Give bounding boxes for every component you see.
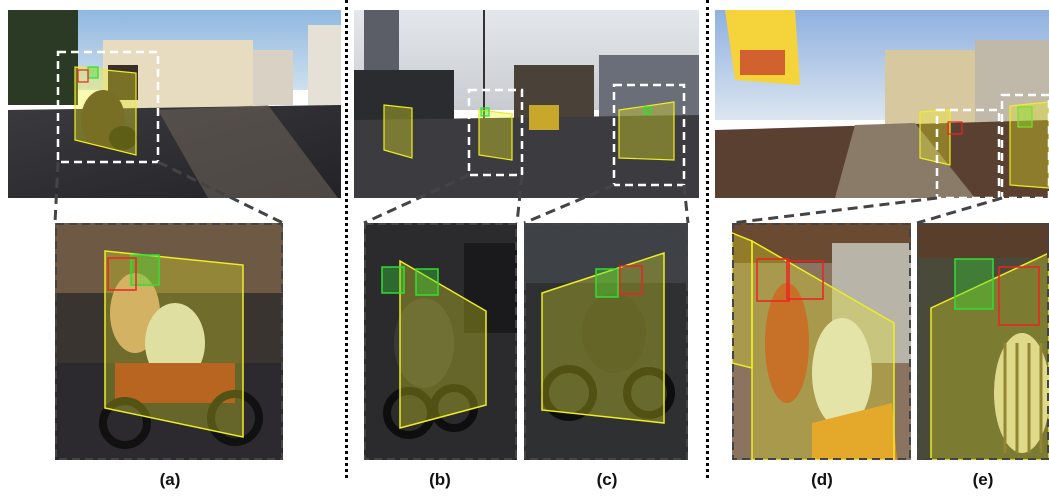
scene-bc-photo bbox=[354, 10, 699, 198]
zoom-frame bbox=[935, 108, 1001, 198]
scene-de-photo bbox=[715, 10, 1049, 198]
motorcycle-box bbox=[383, 104, 413, 159]
caption-a: (a) bbox=[159, 470, 181, 489]
zoom-frame bbox=[1000, 93, 1049, 198]
zoom-frame bbox=[612, 83, 686, 187]
motorcycle-box bbox=[919, 109, 951, 166]
motorcycle-box bbox=[74, 66, 137, 156]
head-box bbox=[107, 257, 137, 291]
motorcycle-box bbox=[618, 101, 675, 161]
helmet-box bbox=[480, 107, 490, 117]
head-box bbox=[77, 69, 89, 83]
caption-b: (b) bbox=[429, 470, 451, 489]
zoom-d bbox=[732, 223, 911, 460]
motorcycle-box bbox=[732, 232, 753, 369]
caption-d: (d) bbox=[811, 470, 833, 489]
zoom-b bbox=[364, 223, 517, 460]
helmet-box bbox=[381, 266, 405, 294]
separator-2 bbox=[706, 0, 709, 478]
zoom-c bbox=[524, 223, 688, 460]
helmet-box bbox=[415, 268, 439, 296]
zoom-frame bbox=[56, 50, 160, 164]
motorcycle-box bbox=[399, 259, 487, 429]
caption-c: (c) bbox=[596, 470, 618, 489]
head-box bbox=[619, 265, 643, 295]
zoom-e bbox=[917, 223, 1049, 460]
motorcycle-box bbox=[1009, 101, 1049, 189]
scene-a-photo bbox=[8, 10, 341, 198]
zoom-frame bbox=[467, 88, 524, 177]
helmet-box bbox=[643, 106, 652, 115]
helmet-box bbox=[595, 268, 619, 298]
helmet-box bbox=[87, 66, 99, 79]
zoom-a bbox=[55, 223, 283, 460]
head-box bbox=[947, 121, 963, 135]
caption-e: (e) bbox=[972, 470, 994, 489]
helmet-box bbox=[1017, 106, 1033, 128]
separator-1 bbox=[345, 0, 348, 478]
motorcycle-box bbox=[104, 250, 244, 438]
head-box bbox=[998, 266, 1040, 326]
helmet-box bbox=[954, 258, 994, 310]
head-box bbox=[786, 260, 824, 300]
motorcycle-box bbox=[930, 252, 1049, 460]
head-box bbox=[756, 258, 790, 302]
motorcycle-box bbox=[478, 109, 513, 161]
